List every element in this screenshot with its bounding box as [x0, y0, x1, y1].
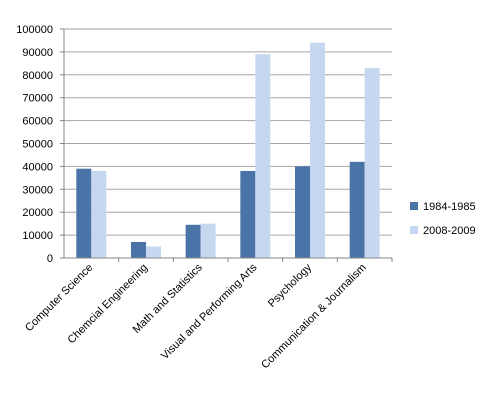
y-tick-label: 80000: [22, 70, 53, 82]
y-tick-label: 60000: [22, 116, 53, 128]
axes: [60, 28, 393, 262]
y-tick-label: 20000: [22, 207, 53, 219]
y-tick-label: 90000: [22, 47, 53, 59]
y-tick-label: 30000: [22, 184, 53, 196]
bar-2008-2009: [255, 54, 271, 258]
bar-2008-2009: [310, 42, 325, 258]
bar-1984-1985: [349, 161, 365, 258]
y-tick-label: 50000: [22, 139, 53, 151]
legend-swatch: [410, 202, 418, 210]
gridlines: [64, 28, 392, 236]
bar-1984-1985: [76, 168, 92, 258]
x-tick-label: Visual and Performing Arts: [159, 261, 260, 362]
y-tick-label: 70000: [22, 93, 53, 105]
legend-swatch: [410, 226, 418, 234]
y-tick-label: 10000: [22, 230, 53, 242]
legend-label: 1984-1985: [423, 201, 476, 213]
bar-1984-1985: [131, 241, 146, 258]
y-tick-label: 100000: [16, 24, 53, 36]
bar-2008-2009: [146, 246, 161, 258]
legend-label: 2008-2009: [423, 225, 476, 237]
legend: 1984-1985 2008-2009: [410, 201, 476, 237]
bar-1984-1985: [185, 224, 201, 258]
x-tick-label: Communication & Journalism: [259, 262, 369, 372]
bar-1984-1985: [295, 166, 310, 258]
bar-2008-2009: [91, 170, 107, 258]
y-tick-labels: 0 10000 20000 30000 40000 50000 60000 70000 8000…: [16, 24, 53, 265]
y-tick-label: 0: [47, 253, 53, 265]
bar-2008-2009: [364, 67, 380, 259]
x-tick-label: Psychology: [266, 261, 315, 310]
bars: [76, 42, 380, 259]
bar-1984-1985: [240, 170, 256, 258]
y-tick-label: 40000: [22, 161, 53, 173]
bar-2008-2009: [200, 223, 216, 258]
